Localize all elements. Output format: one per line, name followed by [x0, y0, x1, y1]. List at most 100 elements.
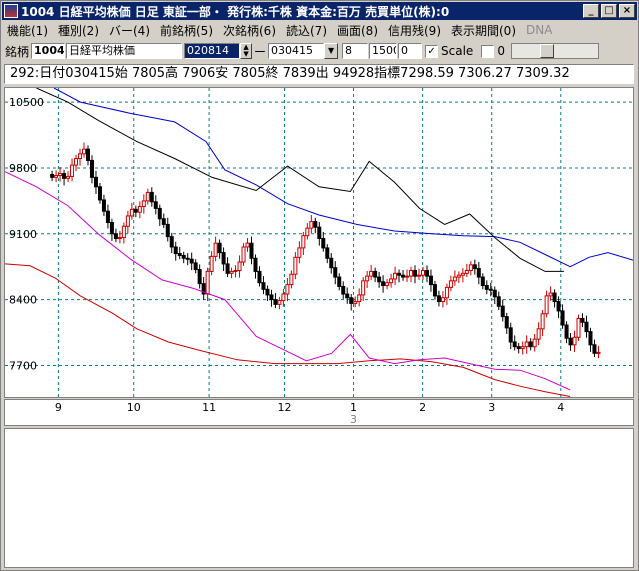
- candle-body: [62, 173, 67, 179]
- from-date-input[interactable]: 020814: [184, 43, 241, 59]
- candle-body: [520, 346, 525, 350]
- candle-body: [448, 280, 453, 288]
- candle-body: [169, 236, 174, 248]
- candle-body: [265, 288, 270, 296]
- candle-body: [397, 272, 402, 276]
- menu-prev-stock[interactable]: 前銘柄(5): [160, 23, 213, 38]
- candle-body: [281, 293, 286, 302]
- menu-type[interactable]: 種別(2): [58, 23, 99, 38]
- candle-body: [229, 270, 234, 274]
- y-tick-label: 7700: [9, 359, 37, 372]
- candle-body: [424, 269, 429, 277]
- extra-checkbox[interactable]: [481, 44, 495, 58]
- candle-body: [353, 301, 358, 304]
- candle-body: [480, 276, 485, 287]
- stock-name-field[interactable]: 日経平均株価: [66, 43, 183, 59]
- month-label: 1: [350, 401, 357, 414]
- candle-body: [540, 313, 545, 330]
- candle-body: [436, 295, 441, 303]
- candle-body: [564, 324, 569, 339]
- candle-body: [592, 344, 597, 354]
- maximize-button[interactable]: □: [601, 4, 617, 18]
- candle-body: [337, 276, 342, 287]
- candle-body: [193, 262, 198, 271]
- menu-function[interactable]: 機能(1): [7, 23, 48, 38]
- candle-body: [385, 282, 390, 287]
- scale-checkbox[interactable]: ✓: [425, 44, 439, 58]
- field-8[interactable]: 8: [342, 43, 369, 59]
- candle-body: [504, 316, 509, 329]
- y-tick-label: 10500: [9, 96, 44, 109]
- date-separator: ー: [254, 44, 267, 59]
- ohlc-info-bar: 292:日付030415始 7805高 7906安 7805終 7839出 94…: [4, 64, 634, 84]
- month-label: 10: [127, 401, 141, 414]
- candle-body: [82, 148, 87, 155]
- candle-body: [532, 338, 537, 348]
- window-title: 1004 日経平均株価 日足 東証一部・ 発行株:千株 資本金:百万 売買単位(…: [21, 4, 450, 19]
- slider-thumb[interactable]: [539, 44, 554, 58]
- candle-body: [105, 210, 110, 224]
- candle-body: [233, 269, 238, 272]
- candle-body: [249, 242, 254, 259]
- candle-body: [225, 263, 230, 274]
- menu-screen[interactable]: 画面(8): [337, 23, 378, 38]
- field-0[interactable]: 0: [398, 43, 423, 59]
- candle-body: [468, 264, 473, 271]
- candle-body: [365, 275, 370, 282]
- moving-average-blue: [53, 88, 633, 268]
- menu-next-stock[interactable]: 次銘柄(6): [223, 23, 276, 38]
- candle-body: [273, 299, 278, 305]
- menu-display-period[interactable]: 表示期間(0): [451, 23, 516, 38]
- from-date-spinner[interactable]: ▲ ▼: [240, 43, 253, 59]
- candle-body: [133, 208, 138, 213]
- candle-body: [85, 148, 90, 161]
- candle-body: [66, 175, 71, 179]
- candle-body: [432, 284, 437, 297]
- candle-body: [377, 276, 382, 283]
- title-bar[interactable]: 1004 日経平均株価 日足 東証一部・ 発行株:千株 資本金:百万 売買単位(…: [2, 2, 637, 20]
- horizontal-slider[interactable]: [510, 43, 599, 59]
- menu-load[interactable]: 読込(7): [286, 23, 327, 38]
- to-date-select[interactable]: 030415: [268, 43, 325, 59]
- candle-body: [556, 301, 561, 312]
- candle-body: [552, 292, 557, 303]
- month-label: 4: [557, 401, 564, 414]
- candle-body: [93, 176, 98, 188]
- date-axis-svg: 9 10 11 12 1 2 3 43: [55, 401, 564, 425]
- candle-body: [129, 208, 134, 217]
- moving-average-black: [36, 88, 564, 272]
- scale-label: Scale: [441, 44, 474, 58]
- candle-body: [576, 317, 581, 338]
- candle-body: [544, 295, 549, 315]
- candle-body: [349, 297, 354, 304]
- month-label: 9: [55, 401, 62, 414]
- candle-body: [584, 321, 589, 333]
- candle-body: [536, 328, 541, 340]
- menu-bar-type[interactable]: バー(4): [109, 23, 150, 38]
- candle-body: [464, 269, 469, 274]
- moving-average-red: [5, 263, 571, 397]
- candle-body: [293, 256, 298, 275]
- candle-body: [301, 235, 306, 249]
- candle-body: [313, 221, 318, 228]
- menu-margin[interactable]: 信用残(9): [388, 23, 441, 38]
- candle-body: [413, 269, 418, 277]
- candle-body: [472, 264, 477, 270]
- chevron-down-icon[interactable]: ▼: [324, 43, 339, 59]
- candle-body: [369, 270, 374, 277]
- close-button[interactable]: ×: [619, 4, 635, 18]
- minimize-button[interactable]: _: [583, 4, 599, 18]
- price-chart-panel: 10500 9800 9100 8400 7700: [4, 87, 634, 398]
- candle-body: [389, 278, 394, 284]
- stock-label: 銘柄: [5, 44, 30, 59]
- candle-body: [261, 282, 266, 290]
- candle-body: [405, 275, 410, 278]
- candle-body: [548, 292, 553, 297]
- candle-body: [528, 341, 533, 348]
- stock-code-input[interactable]: 1004: [31, 43, 66, 59]
- candle-body: [500, 305, 505, 318]
- candle-body: [141, 200, 146, 208]
- candle-body: [205, 270, 210, 295]
